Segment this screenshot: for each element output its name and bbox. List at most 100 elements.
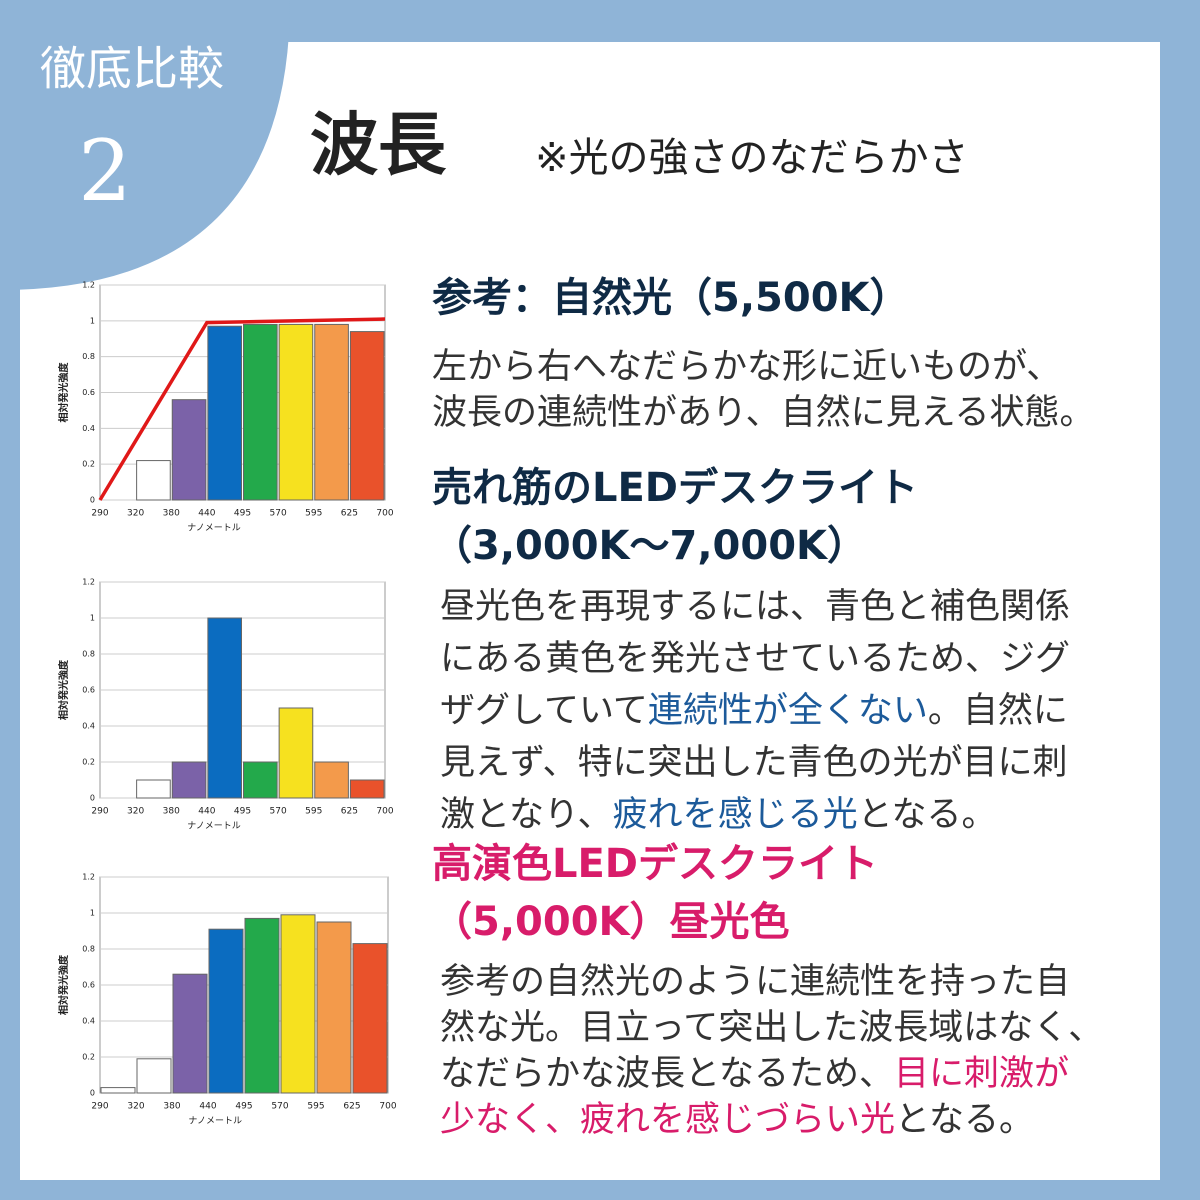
x-axis-label: ナノメートル	[188, 1116, 242, 1127]
x-tick-label: 380	[163, 807, 180, 817]
subtitle: ※光の強さのなだらかさ	[535, 135, 969, 181]
bar	[171, 399, 207, 501]
x-tick-label: 495	[234, 509, 251, 519]
text-run: 左から右へなだらかな形に近いものが、	[432, 347, 1061, 387]
body-line: なだらかな波長となるため、目に刺激が	[440, 1054, 1069, 1094]
badge-number: 2	[78, 122, 131, 220]
text-run: 参考の自然光のように連続性を持った自	[440, 962, 1070, 1002]
y-axis-label: 相対発光強度	[57, 362, 70, 423]
section-heading: （5,000K）昼光色	[432, 899, 790, 945]
x-tick-label: 570	[270, 509, 287, 519]
highlight: 疲れを感じる光	[613, 795, 858, 835]
body-line: にある黄色を発光させているため、ジグ	[440, 639, 1070, 679]
x-tick-label: 320	[127, 807, 144, 817]
y-tick-label: 0.6	[82, 388, 95, 397]
x-tick-label: 595	[305, 807, 322, 817]
text-run: ザグしていて	[440, 691, 648, 731]
text-run: 見えず、特に突出した青色の光が目に刺	[440, 743, 1068, 783]
body-line: 波長の連続性があり、自然に見える状態。	[432, 393, 1095, 433]
y-tick-label: 0.4	[82, 722, 95, 731]
title: 波長	[310, 107, 447, 186]
bar	[100, 1087, 136, 1094]
bar	[278, 707, 314, 799]
bar	[172, 973, 208, 1094]
y-tick-label: 0	[90, 1089, 95, 1098]
y-tick-label: 1	[90, 316, 95, 325]
x-tick-label: 495	[234, 807, 251, 817]
x-tick-label: 440	[198, 807, 215, 817]
x-axis-label: ナノメートル	[187, 523, 241, 534]
x-tick-label: 700	[379, 1102, 396, 1112]
x-tick-label: 495	[235, 1102, 252, 1112]
bar	[314, 323, 349, 501]
bar	[352, 943, 388, 1094]
y-tick-label: 0	[90, 794, 95, 803]
spectrum-line	[98, 317, 386, 501]
x-tick-label: 570	[271, 1102, 288, 1112]
bar	[243, 761, 278, 799]
bar	[136, 460, 171, 501]
x-tick-label: 625	[341, 509, 358, 519]
x-tick-label: 595	[307, 1102, 324, 1112]
y-tick-label: 1	[90, 909, 95, 918]
x-tick-label: 320	[127, 509, 144, 519]
x-tick-label: 440	[199, 1102, 216, 1112]
badge-shape	[0, 0, 290, 290]
badge-label: 徹底比較	[40, 42, 224, 96]
x-tick-label: 625	[343, 1102, 360, 1112]
body-line: 左から右へなだらかな形に近いものが、	[432, 347, 1061, 387]
text-run: となる。	[895, 1100, 1034, 1140]
bar	[136, 779, 171, 799]
highlight: 連続性が全くない	[648, 691, 928, 731]
text-run: となる。	[858, 795, 997, 835]
section-heading: 高演色LEDデスクライト	[432, 841, 878, 887]
text-run: 昼光色を再現するには、青色と補色関係	[440, 587, 1070, 627]
y-tick-label: 1.2	[82, 281, 95, 290]
bar	[280, 914, 316, 1094]
y-tick-label: 0.6	[82, 686, 95, 695]
bar	[314, 761, 349, 799]
y-tick-label: 0.8	[82, 352, 95, 361]
x-tick-label: 290	[91, 807, 108, 817]
x-tick-label: 700	[376, 807, 393, 817]
bar	[208, 928, 244, 1094]
y-tick-label: 0.6	[82, 981, 95, 990]
y-tick-label: 0.4	[82, 1017, 95, 1026]
section-heading: （3,000K～7,000K）	[432, 523, 867, 569]
x-tick-label: 320	[127, 1102, 144, 1112]
bar	[278, 323, 314, 501]
body-line: ザグしていて連続性が全くない。自然に	[440, 691, 1068, 731]
y-tick-label: 1.2	[82, 578, 95, 587]
x-tick-label: 595	[305, 509, 322, 519]
x-tick-label: 570	[270, 807, 287, 817]
bar	[349, 779, 385, 799]
text-run: 然な光。目立って突出した波長域はなく、	[440, 1008, 1103, 1048]
bar	[243, 323, 278, 501]
section-heading: 参考：自然光（5,500K）	[432, 275, 910, 321]
body-line: 少なく、疲れを感じづらい光となる。	[440, 1100, 1034, 1140]
x-tick-label: 290	[91, 1102, 108, 1112]
text-run: 激となり、	[440, 795, 613, 835]
y-tick-label: 1.2	[82, 873, 95, 882]
y-tick-label: 0.4	[82, 424, 95, 433]
y-axis-label: 相対発光強度	[57, 659, 70, 720]
bar	[136, 1058, 172, 1094]
x-tick-label: 380	[163, 1102, 180, 1112]
x-axis-label: ナノメートル	[187, 821, 241, 832]
y-tick-label: 0	[90, 496, 95, 505]
x-tick-label: 380	[163, 509, 180, 519]
y-axis-label: 相対発光強度	[57, 954, 70, 1015]
body-line: 昼光色を再現するには、青色と補色関係	[440, 587, 1070, 627]
body-line: 激となり、疲れを感じる光となる。	[440, 795, 997, 835]
x-tick-label: 625	[341, 807, 358, 817]
body-line: 然な光。目立って突出した波長域はなく、	[440, 1008, 1103, 1048]
y-tick-label: 0.8	[82, 650, 95, 659]
section-heading: 売れ筋のLEDデスクライト	[432, 465, 918, 511]
bar	[207, 617, 242, 799]
y-tick-label: 0.2	[82, 758, 95, 767]
text-run: にある黄色を発光させているため、ジグ	[440, 639, 1070, 679]
body-line: 見えず、特に突出した青色の光が目に刺	[440, 743, 1068, 783]
body-line: 参考の自然光のように連続性を持った自	[440, 962, 1070, 1002]
bar	[349, 331, 385, 501]
